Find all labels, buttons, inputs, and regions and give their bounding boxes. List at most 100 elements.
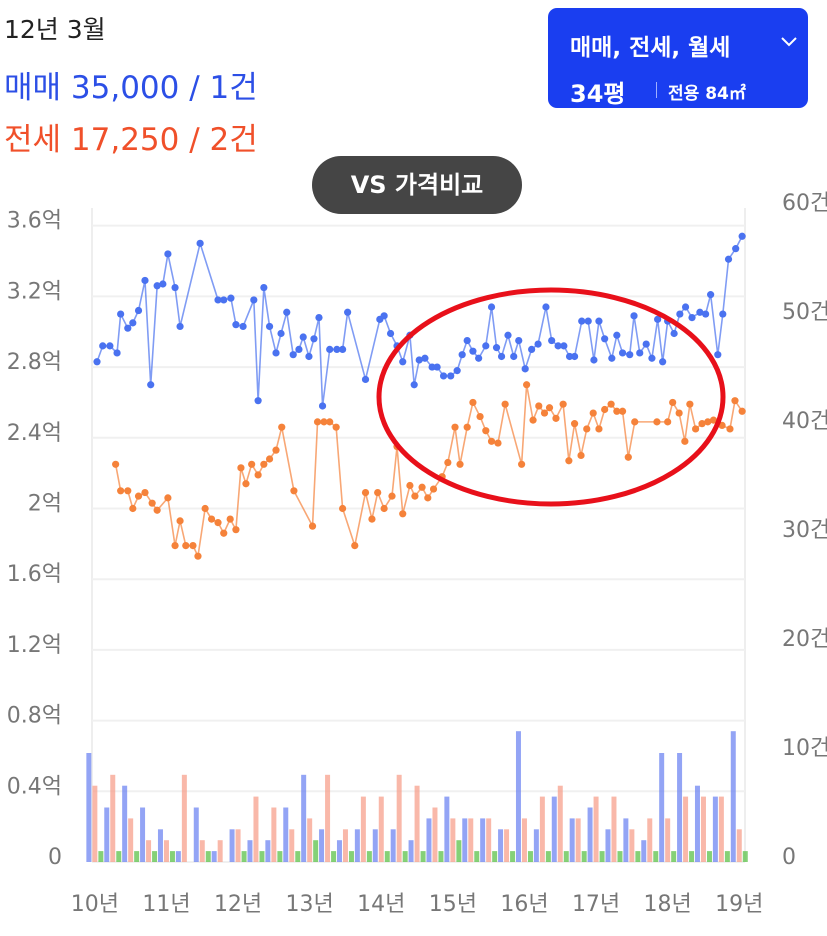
price-point — [232, 321, 240, 329]
price-point — [153, 506, 161, 514]
volume-bar — [551, 796, 557, 862]
volume-bar — [712, 796, 718, 862]
price-point — [220, 296, 228, 304]
volume-bar — [605, 829, 611, 862]
price-point — [433, 363, 441, 371]
volume-bar — [157, 829, 163, 862]
price-point — [626, 351, 634, 359]
price-point — [686, 400, 694, 408]
price-point — [368, 515, 376, 523]
price-point — [681, 303, 690, 311]
price-point — [476, 412, 484, 421]
price-point — [421, 354, 429, 362]
price-point — [134, 492, 143, 500]
price-point — [719, 310, 727, 318]
volume-bar — [462, 818, 468, 862]
price-point — [554, 342, 562, 350]
y-tick-label: 3.2억 — [7, 279, 62, 304]
volume-bar — [199, 840, 205, 862]
price-point — [318, 402, 327, 410]
price-point — [171, 542, 179, 550]
price-point — [332, 423, 340, 431]
filter-button[interactable]: 매매, 전세, 월세 34평 전용 84㎡ — [548, 8, 808, 108]
price-point — [534, 340, 542, 348]
price-point — [380, 504, 388, 513]
price-point — [456, 460, 464, 468]
price-point — [738, 407, 746, 415]
price-point — [724, 255, 733, 263]
price-point — [339, 504, 347, 513]
price-point — [260, 460, 268, 468]
volume-bar — [617, 851, 623, 862]
volume-bar — [515, 731, 521, 862]
volume-bar — [563, 851, 569, 862]
price-point — [688, 313, 696, 322]
price-point — [529, 416, 537, 424]
volume-bar — [354, 829, 360, 862]
y2-tick-label: 60건 — [782, 191, 827, 216]
price-point — [570, 420, 579, 428]
price-point — [523, 381, 531, 389]
volume-bar — [730, 731, 736, 862]
chevron — [781, 37, 797, 47]
volume-bar — [677, 753, 683, 862]
price-point — [595, 317, 603, 325]
price-point — [565, 457, 573, 465]
price-point — [254, 397, 262, 405]
price-point — [545, 404, 554, 412]
price-point — [618, 349, 627, 357]
price-point — [704, 418, 712, 426]
price-point — [361, 375, 370, 384]
price-point — [117, 487, 125, 495]
price-point — [540, 409, 549, 417]
price-point — [129, 319, 137, 327]
volume-bar — [265, 840, 271, 862]
y-tick-label: 2.4억 — [7, 421, 62, 446]
volume-bar — [402, 851, 408, 862]
volume-bar — [301, 774, 307, 862]
price-point — [99, 342, 107, 350]
volume-bar — [450, 818, 456, 862]
price-point — [399, 358, 407, 366]
price-point — [487, 303, 496, 311]
volume-bar — [331, 851, 337, 862]
volume-bar — [694, 785, 700, 862]
volume-bar — [146, 840, 152, 862]
price-point — [458, 351, 466, 359]
price-point — [159, 280, 167, 288]
volume-bar — [277, 851, 283, 862]
price-point — [618, 407, 627, 415]
price-point — [237, 464, 245, 472]
price-point — [492, 344, 501, 352]
price-point — [681, 437, 689, 445]
price-point — [326, 345, 334, 354]
volume-bar — [581, 851, 587, 862]
price-point — [714, 351, 722, 359]
volume-bar — [241, 851, 247, 862]
compare-button[interactable]: VS 가격비교 — [312, 156, 522, 214]
price-point — [648, 354, 656, 362]
volume-bar — [545, 851, 551, 862]
price-point — [589, 409, 597, 417]
y-tick-label: 0.8억 — [7, 704, 62, 729]
selected-date: 12년 3월 — [4, 15, 106, 44]
price-point — [565, 352, 574, 361]
volume-bar — [217, 840, 223, 862]
price-point — [707, 291, 715, 299]
price-point — [607, 400, 615, 408]
volume-bar — [372, 829, 378, 862]
price-point — [333, 345, 341, 354]
price-point — [265, 455, 274, 463]
volume-bar — [653, 851, 659, 862]
x-tick-label: 13년 — [286, 892, 334, 917]
price-point — [250, 296, 258, 304]
price-point — [113, 349, 121, 357]
volume-bar — [134, 851, 140, 862]
price-point — [709, 416, 718, 424]
price-point — [631, 418, 639, 426]
price-point — [93, 358, 101, 366]
volume-bar — [492, 851, 498, 862]
volume-bar — [474, 851, 480, 862]
price-point — [254, 471, 262, 479]
volume-bar — [235, 829, 241, 862]
